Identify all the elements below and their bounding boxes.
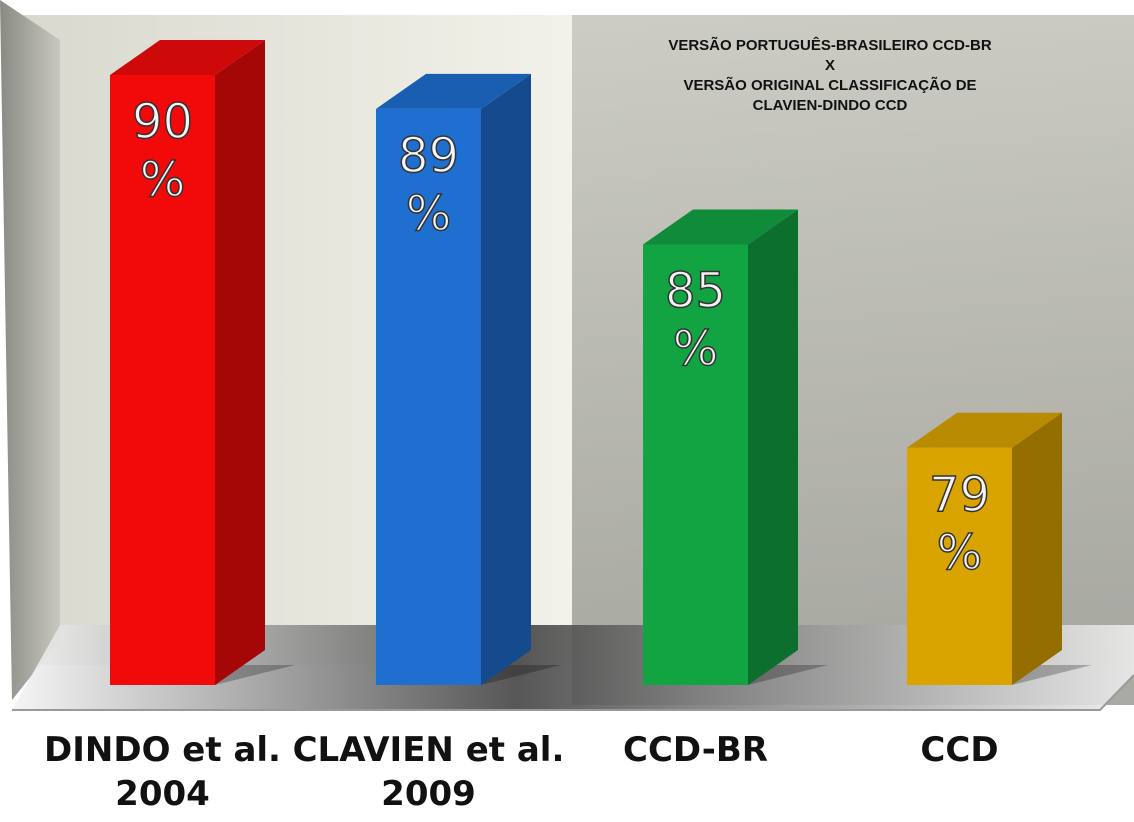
bar-side [748,209,798,685]
value-label: 89 % [397,127,460,243]
bar-top [110,40,265,75]
bar-side [215,40,265,685]
bar [376,108,481,685]
value-label: 90 % [131,93,194,209]
bar [907,447,1012,685]
x-tick-label: CLAVIEN et al. 2009 [292,730,565,814]
value-label: 85 % [664,263,727,379]
value-label: 79 % [928,466,991,582]
bar-top [907,412,1062,448]
bar [110,75,215,685]
x-tick-label: CCD-BR [623,730,768,770]
side-wall [0,0,60,700]
floor-edge [12,674,1134,711]
annotation: VERSÃO PORTUGUÊS-BRASILEIRO CCD-BR X VER… [668,37,992,114]
bar-top [643,209,798,245]
floor [12,625,1134,710]
bar [643,244,748,685]
x-tick-label: CCD [920,730,999,770]
bar-side [1012,412,1062,685]
bar-side [481,73,531,685]
x-tick-label: DINDO et al. 2004 [44,730,281,814]
bar-top [376,73,531,109]
